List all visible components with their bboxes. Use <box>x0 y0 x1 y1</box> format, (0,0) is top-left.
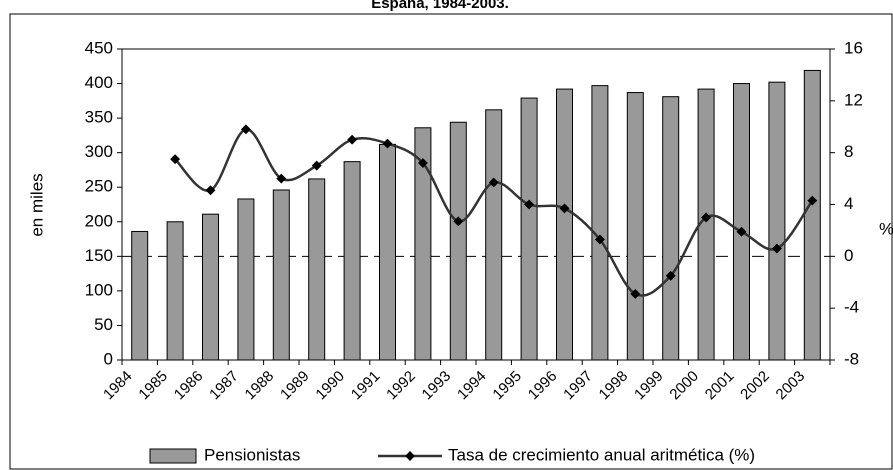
line-marker <box>240 124 251 135</box>
bar <box>803 69 821 361</box>
y2-tick-label: -8 <box>844 349 859 368</box>
legend-marker <box>405 451 415 461</box>
bar <box>272 189 290 361</box>
line-marker <box>630 288 641 299</box>
line-marker <box>524 199 535 210</box>
bar <box>343 161 361 361</box>
line-marker <box>488 177 499 188</box>
bar <box>379 143 396 361</box>
line-marker <box>453 216 464 227</box>
bar <box>308 178 326 361</box>
y-tick-label: 200 <box>85 211 113 230</box>
line-marker <box>417 158 428 168</box>
line-marker <box>276 173 287 184</box>
line-marker <box>311 160 322 171</box>
y-axis-label: en miles <box>27 173 46 236</box>
y2-tick-label: 12 <box>844 90 863 109</box>
legend-swatch <box>149 448 197 464</box>
y-tick-label: 50 <box>94 315 113 334</box>
y-tick-label: 300 <box>85 142 113 161</box>
y2-tick-label: 16 <box>844 38 863 57</box>
y2-axis-label: % <box>879 219 893 238</box>
line-marker <box>807 195 818 206</box>
bar <box>414 127 432 361</box>
y-tick-label: 450 <box>85 38 113 57</box>
bar <box>449 121 467 361</box>
y2-tick-label: -4 <box>844 298 859 317</box>
y-tick-label: 150 <box>85 246 113 265</box>
y2-tick-label: 8 <box>844 142 853 161</box>
bar <box>237 198 255 361</box>
bar <box>556 88 573 361</box>
bar <box>733 83 750 361</box>
line-marker <box>701 212 712 223</box>
bar <box>131 230 149 361</box>
bar <box>520 97 538 361</box>
chart-title: España, 1984-2003. <box>371 0 509 12</box>
line-marker <box>736 226 747 237</box>
line-marker <box>170 154 181 165</box>
bar <box>662 96 680 361</box>
y-tick-label: 400 <box>85 73 113 92</box>
bar <box>485 109 503 361</box>
bar <box>166 221 184 361</box>
y-tick-label: 250 <box>85 177 113 196</box>
y2-tick-label: 0 <box>844 246 853 265</box>
line-marker <box>382 138 393 149</box>
line-marker <box>205 185 216 196</box>
bar <box>591 85 609 361</box>
y-tick-label: 0 <box>104 349 113 368</box>
line-marker <box>559 203 570 214</box>
line-marker <box>594 234 605 245</box>
bar <box>768 81 786 361</box>
legend-label: Pensionistas <box>204 445 300 464</box>
line-marker <box>665 270 676 281</box>
bar <box>202 213 219 361</box>
legend-label: Tasa de crecimiento anual aritmética (%) <box>448 445 755 464</box>
line-marker <box>347 134 358 145</box>
y2-tick-label: 4 <box>844 194 853 213</box>
bar <box>626 92 644 361</box>
y-tick-label: 350 <box>85 108 113 127</box>
line-marker <box>771 243 782 254</box>
y-tick-label: 100 <box>85 280 113 299</box>
